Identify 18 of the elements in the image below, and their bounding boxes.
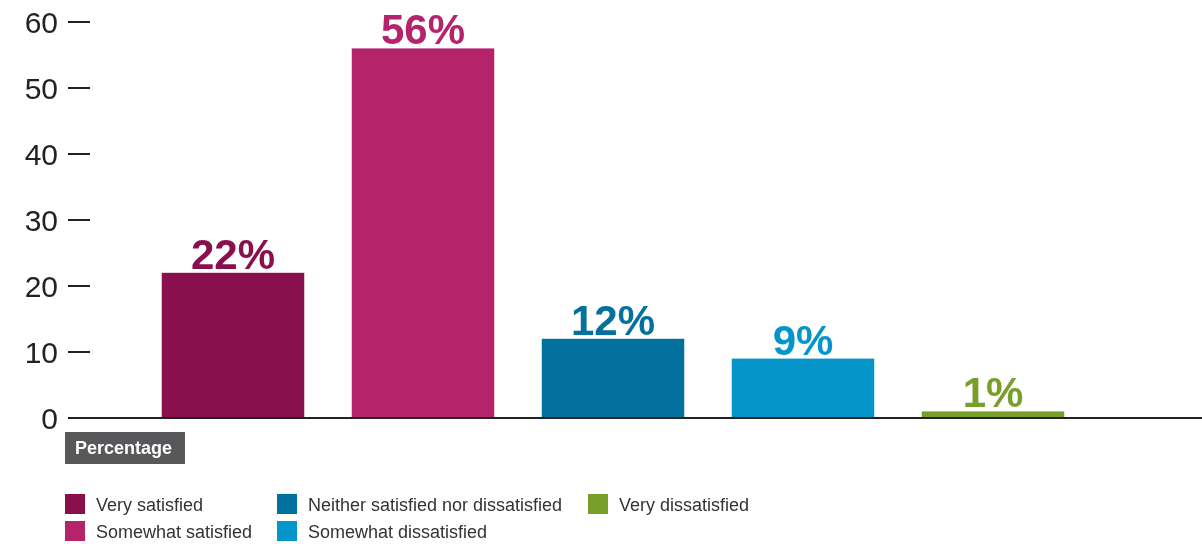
legend-label: Very dissatisfied [619, 495, 750, 516]
data-label: 12% [570, 296, 656, 344]
y-tick-label: 40 [24, 137, 58, 171]
y-tick-label: 20 [24, 269, 58, 303]
y-tick-label: 0 [41, 401, 58, 435]
legend-label: Very satisfied [96, 495, 204, 516]
y-tick-label: 10 [24, 335, 58, 369]
y-tick-label: 30 [24, 203, 58, 237]
text: Percentage [75, 438, 173, 458]
y-tick-label: 50 [24, 71, 58, 105]
legend-label: Somewhat dissatisfied [308, 522, 488, 543]
y-tick-label: 60 [24, 5, 58, 39]
data-label: 22% [190, 230, 276, 278]
legend-label: Neither satisfied nor dissatisfied [308, 495, 563, 516]
data-label: 1% [962, 369, 1024, 417]
data-label: 56% [380, 6, 466, 54]
legend-label: Somewhat satisfied [96, 522, 253, 543]
data-label: 9% [772, 316, 834, 364]
